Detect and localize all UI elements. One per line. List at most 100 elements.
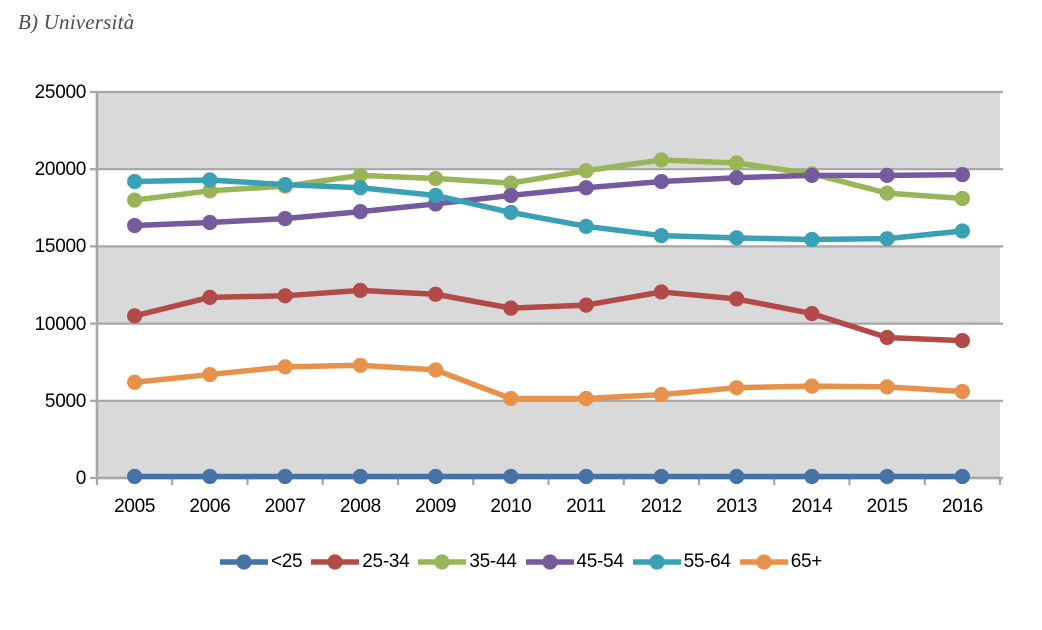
data-point-marker (127, 173, 143, 190)
data-point-marker (277, 211, 293, 227)
x-tick-label: 2014 (791, 496, 833, 517)
data-point-marker (202, 214, 218, 231)
data-point-marker (879, 167, 895, 183)
data-point-marker (954, 190, 970, 207)
x-tick-label: 2006 (189, 496, 231, 517)
data-point-marker (954, 468, 970, 485)
series-line-65 (131, 362, 966, 402)
y-tick-label: 15000 (34, 236, 87, 258)
data-point-marker (503, 204, 519, 221)
data-point-marker (578, 297, 594, 313)
data-point-marker (804, 231, 820, 248)
data-point-marker (428, 170, 444, 187)
x-tick-label: 2009 (415, 496, 457, 517)
legend-marker-icon (418, 554, 467, 570)
data-point-marker (277, 359, 293, 375)
data-point-marker (127, 308, 143, 324)
data-point-marker (804, 167, 820, 183)
y-tick-label: 0 (75, 468, 87, 489)
data-point-marker (879, 379, 895, 395)
y-tick-label: 10000 (34, 313, 87, 335)
data-point-marker (428, 187, 444, 204)
x-tick-label: 2015 (866, 496, 908, 517)
chart-title: B) Università (18, 10, 135, 34)
x-tick-label: 2016 (941, 496, 983, 517)
legend-item: 35-44 (418, 551, 517, 573)
legend-label: 65+ (790, 551, 823, 572)
data-point-marker (127, 192, 143, 208)
x-tick-label: 2012 (640, 496, 682, 517)
data-point-marker (653, 468, 669, 485)
series-line-5564 (131, 177, 966, 243)
data-point-marker (127, 217, 143, 234)
data-point-marker (202, 366, 218, 383)
data-point-marker (578, 390, 594, 407)
legend-item: <25 (219, 551, 303, 573)
data-point-marker (653, 173, 669, 190)
data-point-marker (729, 155, 745, 171)
data-point-marker (352, 204, 368, 220)
data-point-marker (503, 187, 519, 204)
data-point-marker (879, 329, 895, 346)
legend: <25 25-34 35-44 45-54 55-64 65+ (0, 551, 1042, 573)
data-point-marker (804, 378, 820, 394)
x-tick-label: 2010 (490, 496, 532, 517)
data-point-marker (428, 362, 444, 378)
plot-band (97, 246, 1000, 324)
data-point-marker (804, 305, 820, 322)
plot-band (97, 92, 1000, 170)
x-tick-label: 2013 (716, 496, 758, 517)
plot-band (97, 400, 1000, 478)
x-tick-label: 2008 (339, 496, 381, 517)
data-point-marker (729, 468, 745, 485)
data-point-marker (202, 289, 218, 305)
data-point-marker (352, 282, 368, 299)
legend-label: 25-34 (362, 551, 410, 572)
data-point-marker (428, 286, 444, 302)
data-point-marker (352, 357, 368, 373)
legend-item: 25-34 (311, 551, 410, 573)
series-line-4554 (131, 171, 966, 229)
data-point-marker (879, 185, 895, 201)
y-tick-label: 5000 (44, 390, 86, 412)
data-point-marker (503, 300, 519, 316)
data-point-marker (729, 230, 745, 246)
data-point-marker (653, 387, 669, 403)
data-point-marker (954, 383, 970, 400)
x-tick-label: 2011 (566, 496, 606, 517)
data-point-marker (202, 183, 218, 199)
legend-marker-icon (739, 554, 788, 570)
data-point-marker (202, 172, 218, 188)
y-tick-label: 20000 (34, 159, 87, 181)
data-point-marker (954, 223, 970, 239)
legend-item: 55-64 (632, 551, 731, 573)
data-point-marker (653, 152, 669, 168)
data-point-marker (277, 468, 293, 485)
data-point-marker (202, 468, 218, 485)
legend-item: 45-54 (525, 551, 624, 573)
data-point-marker (578, 180, 594, 196)
data-point-marker (352, 167, 368, 183)
data-point-marker (277, 288, 293, 304)
data-point-marker (127, 468, 143, 485)
legend-item: 65+ (739, 551, 823, 573)
data-point-marker (653, 227, 669, 244)
data-point-marker (879, 231, 895, 247)
data-point-marker (352, 180, 368, 196)
data-point-marker (804, 468, 820, 485)
data-point-marker (352, 468, 368, 485)
legend-label: 45-54 (576, 551, 624, 572)
legend-marker-icon (525, 554, 574, 570)
y-tick-label: 25000 (34, 82, 87, 103)
data-point-marker (503, 175, 519, 191)
data-point-marker (653, 284, 669, 300)
legend-label: 55-64 (683, 551, 731, 572)
data-point-marker (954, 332, 970, 349)
data-point-marker (428, 468, 444, 485)
data-point-marker (578, 218, 594, 234)
legend-marker-icon (632, 554, 681, 570)
data-point-marker (127, 374, 143, 390)
data-point-marker (729, 380, 745, 396)
data-point-marker (578, 468, 594, 485)
